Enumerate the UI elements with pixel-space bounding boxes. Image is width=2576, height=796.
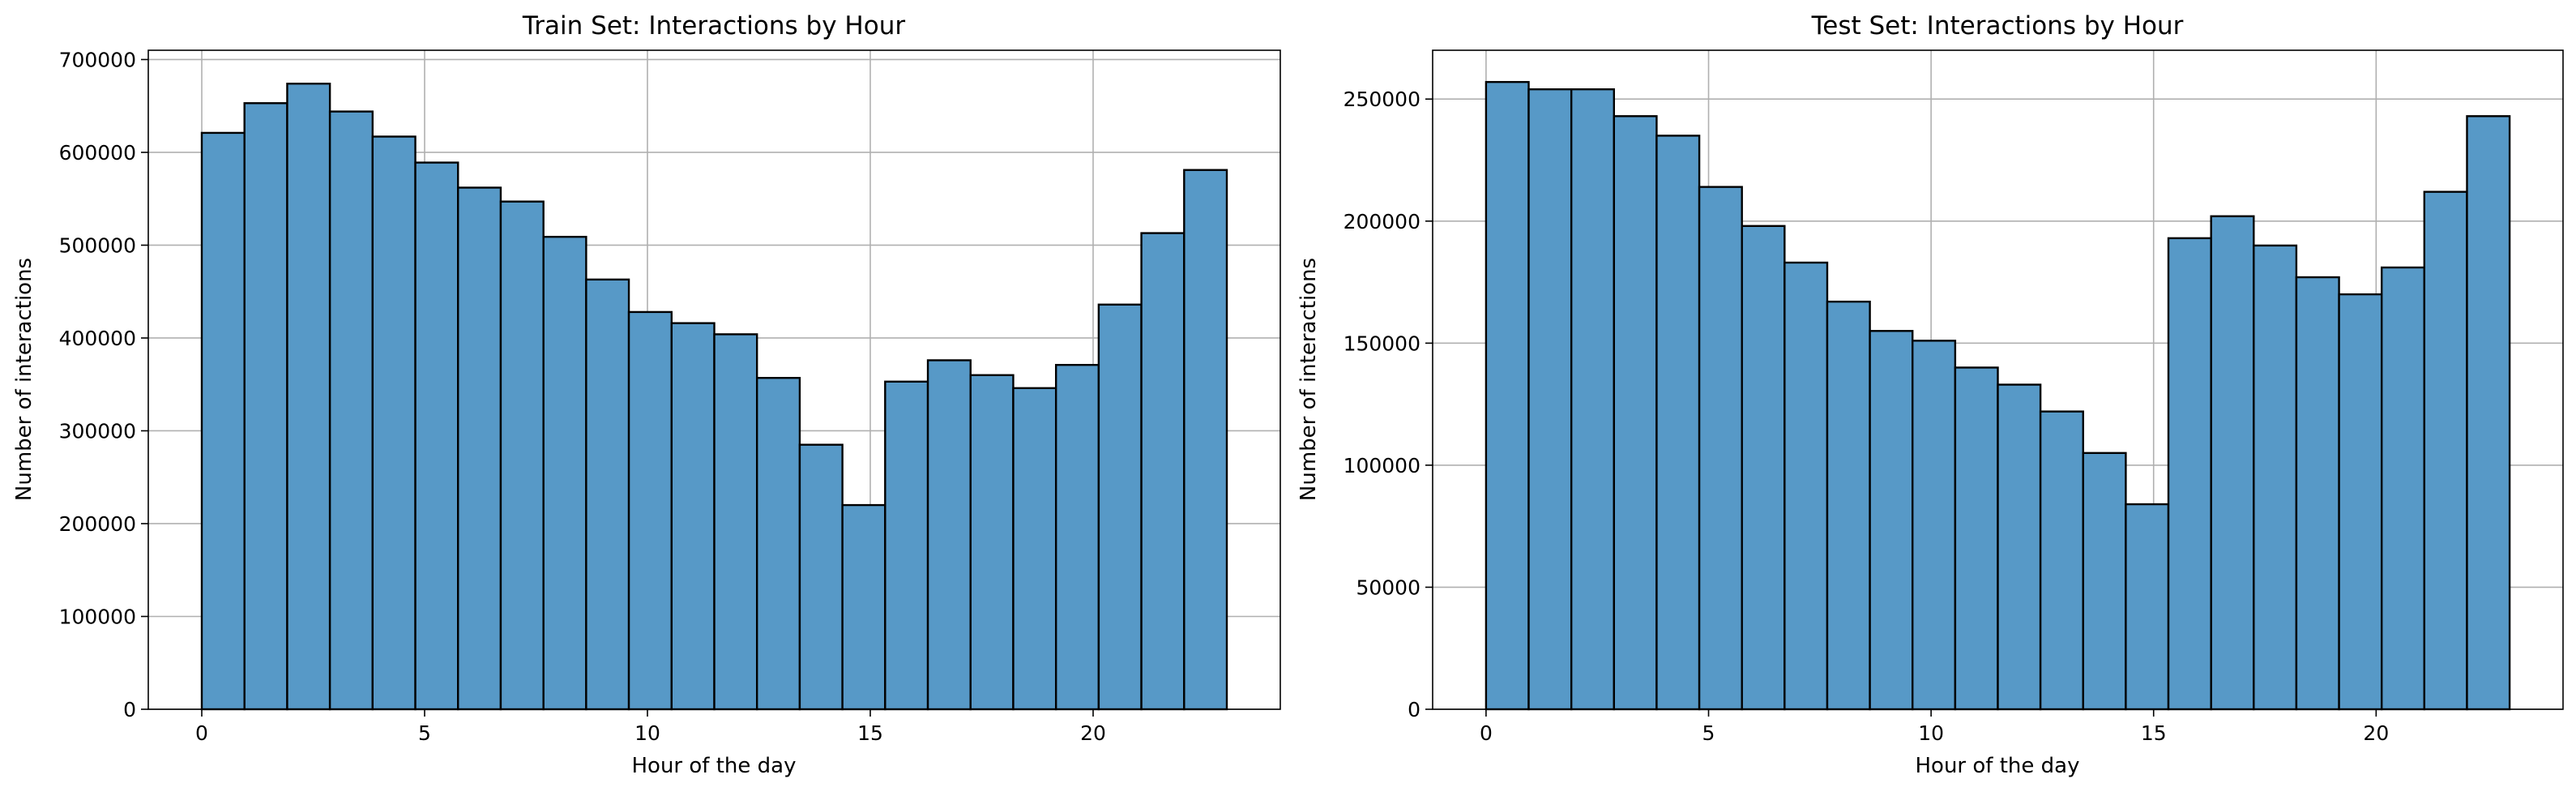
train-bar-15 [841, 503, 886, 711]
train-bar-17 [926, 359, 972, 711]
train-bar-21 [1097, 303, 1143, 711]
train-plot-frame [147, 49, 1281, 710]
train-bar-19 [1012, 387, 1057, 711]
train-bar-4 [371, 135, 417, 711]
test-bar-4 [1655, 135, 1701, 711]
test-bar-9 [1869, 330, 1914, 711]
test-xtick-label-3: 15 [2141, 721, 2167, 745]
test-bar-1 [1527, 88, 1573, 711]
train-ytick-label-7: 700000 [59, 48, 136, 71]
train-bar-1 [243, 102, 288, 711]
train-bar-10 [627, 310, 673, 711]
train-ytick-label-0: 0 [123, 698, 136, 721]
test-bar-0 [1485, 80, 1530, 711]
train-ytick-label-4: 400000 [59, 327, 136, 350]
test-bar-8 [1826, 300, 1871, 711]
test-ytick-label-1: 50000 [1356, 576, 1420, 599]
test-bar-17 [2210, 215, 2255, 711]
test-bars [1485, 80, 2511, 711]
test-bar-13 [2039, 410, 2084, 711]
train-chart: Train Set: Interactions by Hour 0 5 10 15 20… [12, 11, 1281, 778]
test-x-axis-label: Hour of the day [1916, 754, 2080, 778]
test-bar-16 [2167, 237, 2212, 711]
test-y-axis-label: Number of interactions [1297, 258, 1321, 501]
train-bar-13 [755, 377, 801, 711]
test-bar-15 [2125, 503, 2170, 711]
test-bar-22 [2423, 190, 2468, 711]
train-bar-12 [713, 333, 758, 711]
test-bar-7 [1784, 261, 1829, 711]
train-ytick-label-5: 500000 [59, 233, 136, 257]
train-bar-5 [414, 161, 459, 711]
train-ytick-label-1: 100000 [59, 605, 136, 628]
test-ytick-label-3: 150000 [1344, 332, 1420, 355]
test-chart: Test Set: Interactions by Hour 0 5 10 15 20 … [1297, 11, 2564, 778]
test-plot-frame [1432, 49, 2564, 710]
train-bar-16 [884, 380, 929, 711]
test-bar-20 [2338, 293, 2383, 711]
train-bar-22 [1140, 232, 1185, 711]
test-bar-2 [1570, 88, 1616, 711]
train-chart-title: Train Set: Interactions by Hour [522, 11, 905, 41]
test-bar-6 [1741, 225, 1786, 711]
train-bar-0 [200, 131, 246, 711]
train-bar-14 [798, 443, 844, 711]
test-bar-23 [2466, 115, 2511, 711]
train-xtick-label-3: 15 [857, 721, 883, 745]
test-bar-12 [1997, 383, 2042, 711]
train-xtick-label-4: 20 [1080, 721, 1106, 745]
test-y-axis: 0 50000 100000 150000 200000 250000 [1344, 88, 1433, 721]
train-bars [200, 83, 1228, 711]
test-xtick-label-2: 10 [1918, 721, 1944, 745]
test-bar-5 [1698, 186, 1743, 711]
train-ytick-label-6: 600000 [59, 141, 136, 165]
train-x-axis-label: Hour of the day [632, 754, 797, 778]
train-bar-20 [1054, 363, 1100, 711]
test-bar-14 [2082, 451, 2127, 711]
train-bar-2 [286, 83, 331, 711]
test-bar-21 [2380, 266, 2426, 711]
test-xtick-label-0: 0 [1480, 721, 1493, 745]
test-ytick-label-5: 250000 [1344, 88, 1420, 111]
train-bar-11 [670, 322, 716, 711]
train-y-axis-label: Number of interactions [12, 258, 36, 501]
train-ytick-label-2: 200000 [59, 512, 136, 536]
train-xtick-label-2: 10 [634, 721, 660, 745]
train-y-axis: 0 100000 200000 300000 400000 500000 600000 700… [59, 48, 148, 721]
train-ytick-label-3: 300000 [59, 419, 136, 443]
test-bar-18 [2253, 244, 2298, 711]
test-xtick-label-1: 5 [1702, 721, 1715, 745]
train-bar-23 [1183, 169, 1228, 711]
test-ytick-label-0: 0 [1408, 698, 1420, 721]
train-xtick-label-0: 0 [195, 721, 208, 745]
test-ytick-label-2: 100000 [1344, 454, 1420, 477]
test-x-axis: 0 5 10 15 20 [1480, 709, 2389, 745]
train-bar-8 [542, 235, 587, 711]
test-xtick-label-4: 20 [2363, 721, 2389, 745]
train-bar-7 [499, 200, 545, 711]
train-bar-9 [585, 278, 630, 711]
test-ytick-label-4: 200000 [1344, 210, 1420, 233]
train-x-axis: 0 5 10 15 20 [195, 709, 1106, 745]
test-bar-11 [1954, 366, 1999, 711]
test-chart-title: Test Set: Interactions by Hour [1811, 11, 2184, 41]
train-bar-18 [969, 374, 1015, 711]
train-bar-3 [328, 110, 374, 711]
train-xtick-label-1: 5 [418, 721, 431, 745]
test-bar-19 [2295, 276, 2340, 711]
train-bar-6 [457, 186, 502, 711]
test-bar-10 [1912, 340, 1957, 711]
test-bar-3 [1613, 115, 1658, 711]
